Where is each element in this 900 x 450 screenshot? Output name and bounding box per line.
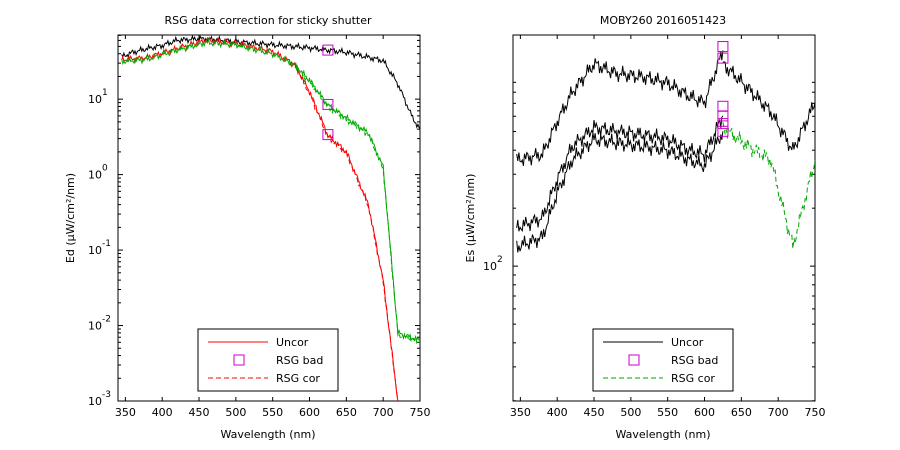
series-line-rsg-cor (294, 63, 399, 401)
y-tick-label: 10 (88, 320, 102, 333)
series-line-uncor (516, 115, 724, 232)
rsg-bad-marker (322, 129, 334, 141)
x-tick-label: 650 (731, 406, 752, 419)
x-tick-label: 450 (189, 406, 210, 419)
x-tick-label: 400 (547, 406, 568, 419)
rsg-bad-marker (717, 118, 729, 130)
y-tick-label: 10 (88, 169, 102, 182)
series-line-uncor (516, 50, 724, 166)
right-chart-plot-area: 350 400 450 500 550 600 650 700 750 10 2 (483, 34, 826, 419)
x-tick-label: 550 (262, 406, 283, 419)
y-tick-exponent: -1 (102, 239, 111, 249)
series-line-uncor (121, 37, 420, 342)
left-chart-ylabel: Ed (µW/cm²/nm) (64, 173, 77, 263)
x-tick-label: 350 (510, 406, 531, 419)
x-tick-label: 600 (694, 406, 715, 419)
y-tick-label: 10 (88, 395, 102, 408)
right-chart-legend: Uncor RSG bad RSG cor (592, 328, 734, 392)
y-tick-exponent: 1 (102, 88, 108, 98)
x-tick-label: 700 (768, 406, 789, 419)
x-tick-label: 500 (225, 406, 246, 419)
y-tick-label: 10 (88, 93, 102, 106)
y-tick-exponent: 2 (497, 255, 503, 265)
left-chart-title: RSG data correction for sticky shutter (164, 14, 372, 27)
x-tick-label: 750 (410, 406, 431, 419)
y-tick-exponent: 0 (102, 164, 108, 174)
series-line-uncor (516, 131, 724, 253)
x-tick-label: 400 (152, 406, 173, 419)
rsg-bad-marker (717, 52, 729, 64)
x-tick-label: 600 (299, 406, 320, 419)
x-tick-label: 450 (584, 406, 605, 419)
series-line-uncor (722, 61, 815, 151)
legend-entry-label: Uncor (671, 336, 704, 349)
y-tick-exponent: -2 (102, 315, 111, 325)
rsg-bad-marker (322, 98, 334, 110)
x-tick-label: 500 (620, 406, 641, 419)
right-chart: MOBY260 2016051423 Wavelength (nm) Es (µ… (464, 14, 826, 441)
rsg-bad-marker (717, 125, 729, 137)
rsg-bad-marker (717, 41, 729, 53)
x-tick-label: 750 (805, 406, 826, 419)
x-tick-label: 700 (373, 406, 394, 419)
y-tick-exponent: -3 (102, 390, 111, 400)
legend-box (592, 328, 734, 392)
x-tick-label: 350 (115, 406, 136, 419)
right-chart-xlabel: Wavelength (nm) (615, 428, 710, 441)
legend-entry-label: RSG bad (276, 354, 323, 367)
x-tick-label: 550 (657, 406, 678, 419)
series-line-uncor (121, 35, 420, 130)
left-chart-legend: Uncor RSG bad RSG cor (197, 328, 339, 392)
right-chart-ylabel: Es (µW/cm²/nm) (464, 174, 477, 263)
left-chart-xlabel: Wavelength (nm) (220, 428, 315, 441)
left-chart: RSG data correction for sticky shutter W… (64, 14, 431, 441)
plot-frame (512, 34, 816, 402)
legend-entry-label: Uncor (276, 336, 309, 349)
legend-marker (628, 354, 640, 366)
legend-entry-label: RSG cor (671, 372, 715, 385)
plot-frame (117, 34, 421, 402)
series-line-uncor (121, 36, 399, 401)
legend-entry-label: RSG bad (671, 354, 718, 367)
right-chart-title: MOBY260 2016051423 (600, 14, 726, 27)
rsg-bad-marker (322, 44, 334, 56)
y-tick-label: 10 (88, 244, 102, 257)
legend-box (197, 328, 339, 392)
x-tick-label: 650 (336, 406, 357, 419)
legend-marker (233, 354, 245, 366)
legend-entry-label: RSG cor (276, 372, 320, 385)
series-line-rsg-cor (294, 65, 420, 344)
rsg-bad-marker (717, 100, 729, 112)
series-line-rsg-cor (722, 122, 815, 249)
rsg-bad-marker (717, 110, 729, 122)
y-tick-label: 10 (483, 260, 497, 273)
